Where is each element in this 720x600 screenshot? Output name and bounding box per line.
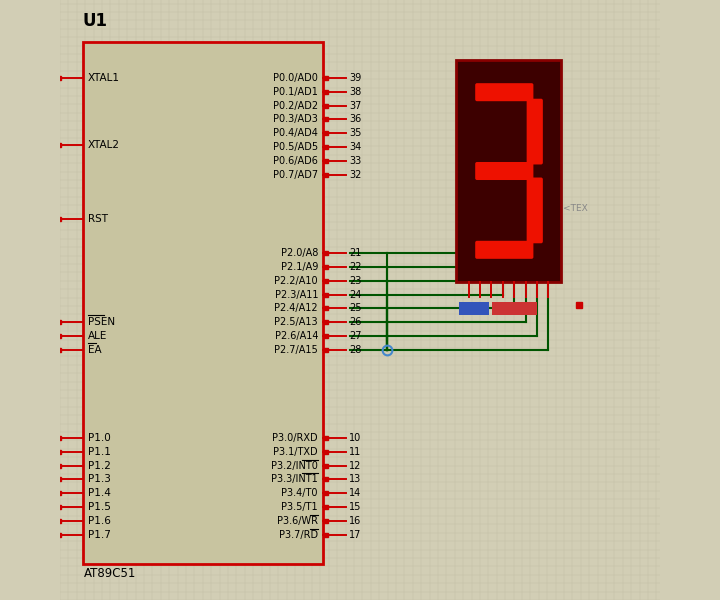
Bar <box>492 302 537 315</box>
Text: P1.4: P1.4 <box>88 488 110 498</box>
Text: 35: 35 <box>349 128 361 138</box>
Text: P3.0/RXD: P3.0/RXD <box>272 433 318 443</box>
Text: 17: 17 <box>349 530 361 539</box>
Text: 16: 16 <box>349 516 361 526</box>
Text: P1.5: P1.5 <box>88 502 110 512</box>
Text: P2.2/A10: P2.2/A10 <box>274 276 318 286</box>
Text: P3.3/INT1: P3.3/INT1 <box>271 475 318 484</box>
Text: P1.1: P1.1 <box>88 447 110 457</box>
Text: PSEN: PSEN <box>88 317 114 327</box>
Text: P2.7/A15: P2.7/A15 <box>274 345 318 355</box>
Text: 34: 34 <box>349 142 361 152</box>
Text: 14: 14 <box>349 488 361 498</box>
Text: P1.6: P1.6 <box>88 516 110 526</box>
Text: P0.7/AD7: P0.7/AD7 <box>273 170 318 179</box>
Text: P0.0/AD0: P0.0/AD0 <box>273 73 318 83</box>
Text: U1: U1 <box>83 12 108 30</box>
Text: 15: 15 <box>349 502 361 512</box>
FancyBboxPatch shape <box>475 162 534 180</box>
FancyBboxPatch shape <box>475 83 534 101</box>
Text: P1.3: P1.3 <box>88 475 110 484</box>
Text: XTAL2: XTAL2 <box>88 140 120 150</box>
Text: 11: 11 <box>349 447 361 457</box>
Text: P3.6/WR: P3.6/WR <box>277 516 318 526</box>
Text: P0.3/AD3: P0.3/AD3 <box>273 115 318 124</box>
Text: P2.3/A11: P2.3/A11 <box>274 290 318 299</box>
Text: P3.5/T1: P3.5/T1 <box>282 502 318 512</box>
Text: P2.4/A12: P2.4/A12 <box>274 304 318 313</box>
Text: P2.6/A14: P2.6/A14 <box>274 331 318 341</box>
Text: XTAL1: XTAL1 <box>88 73 120 83</box>
Text: 13: 13 <box>349 475 361 484</box>
Text: RST: RST <box>88 214 107 224</box>
Text: P3.2/INT0: P3.2/INT0 <box>271 461 318 470</box>
Text: 26: 26 <box>349 317 361 327</box>
Text: P0.1/AD1: P0.1/AD1 <box>273 87 318 97</box>
Text: P3.4/T0: P3.4/T0 <box>282 488 318 498</box>
FancyBboxPatch shape <box>475 241 534 259</box>
Text: P1.2: P1.2 <box>88 461 110 470</box>
Text: P0.6/AD6: P0.6/AD6 <box>273 156 318 166</box>
FancyBboxPatch shape <box>526 99 543 164</box>
Text: AT89C51: AT89C51 <box>84 567 136 580</box>
Text: 23: 23 <box>349 276 361 286</box>
FancyBboxPatch shape <box>526 178 543 243</box>
Text: P3.7/RD: P3.7/RD <box>279 530 318 539</box>
Text: <TEX: <TEX <box>563 204 588 213</box>
Text: P0.5/AD5: P0.5/AD5 <box>273 142 318 152</box>
Text: ALE: ALE <box>88 331 107 341</box>
Text: 33: 33 <box>349 156 361 166</box>
Text: P2.5/A13: P2.5/A13 <box>274 317 318 327</box>
Text: P3.1/TXD: P3.1/TXD <box>274 447 318 457</box>
Text: 32: 32 <box>349 170 361 179</box>
Text: P0.4/AD4: P0.4/AD4 <box>273 128 318 138</box>
Text: P1.7: P1.7 <box>88 530 110 539</box>
Text: 36: 36 <box>349 115 361 124</box>
Text: P2.1/A9: P2.1/A9 <box>281 262 318 272</box>
Text: 28: 28 <box>349 345 361 355</box>
Text: P0.2/AD2: P0.2/AD2 <box>273 101 318 110</box>
Text: 12: 12 <box>349 461 361 470</box>
Text: 22: 22 <box>349 262 361 272</box>
Bar <box>83 42 323 564</box>
Text: 39: 39 <box>349 73 361 83</box>
Text: 24: 24 <box>349 290 361 299</box>
Text: 37: 37 <box>349 101 361 110</box>
Text: 10: 10 <box>349 433 361 443</box>
Text: P2.0/A8: P2.0/A8 <box>281 248 318 258</box>
Text: 27: 27 <box>349 331 361 341</box>
Bar <box>459 302 489 315</box>
Text: 25: 25 <box>349 304 361 313</box>
Text: 21: 21 <box>349 248 361 258</box>
Text: EA: EA <box>88 345 102 355</box>
Text: P1.0: P1.0 <box>88 433 110 443</box>
Bar <box>456 60 561 282</box>
Text: 38: 38 <box>349 87 361 97</box>
